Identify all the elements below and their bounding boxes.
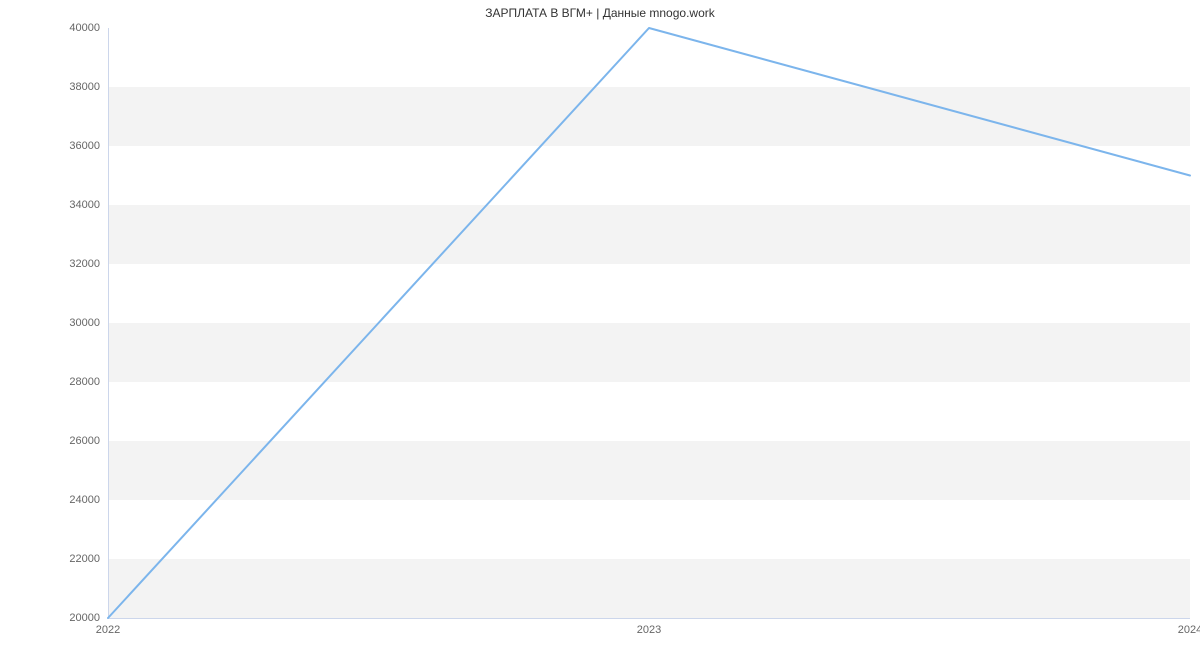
y-tick-label: 36000 — [40, 140, 100, 152]
y-tick-label: 28000 — [40, 376, 100, 388]
plot-area — [108, 28, 1190, 618]
series-line — [108, 28, 1190, 618]
y-tick-label: 24000 — [40, 494, 100, 506]
y-tick-label: 34000 — [40, 199, 100, 211]
y-tick-label: 26000 — [40, 435, 100, 447]
y-tick-label: 20000 — [40, 612, 100, 624]
y-tick-label: 38000 — [40, 81, 100, 93]
x-tick-label: 2024 — [1178, 624, 1200, 636]
chart-line-series — [108, 28, 1190, 618]
y-tick-label: 30000 — [40, 317, 100, 329]
y-tick-label: 40000 — [40, 22, 100, 34]
y-tick-label: 22000 — [40, 553, 100, 565]
salary-chart: ЗАРПЛАТА В ВГМ+ | Данные mnogo.work 2000… — [0, 0, 1200, 650]
x-tick-label: 2023 — [637, 624, 661, 636]
y-tick-label: 32000 — [40, 258, 100, 270]
x-axis-line — [108, 618, 1190, 619]
chart-title: ЗАРПЛАТА В ВГМ+ | Данные mnogo.work — [0, 6, 1200, 20]
x-tick-label: 2022 — [96, 624, 120, 636]
